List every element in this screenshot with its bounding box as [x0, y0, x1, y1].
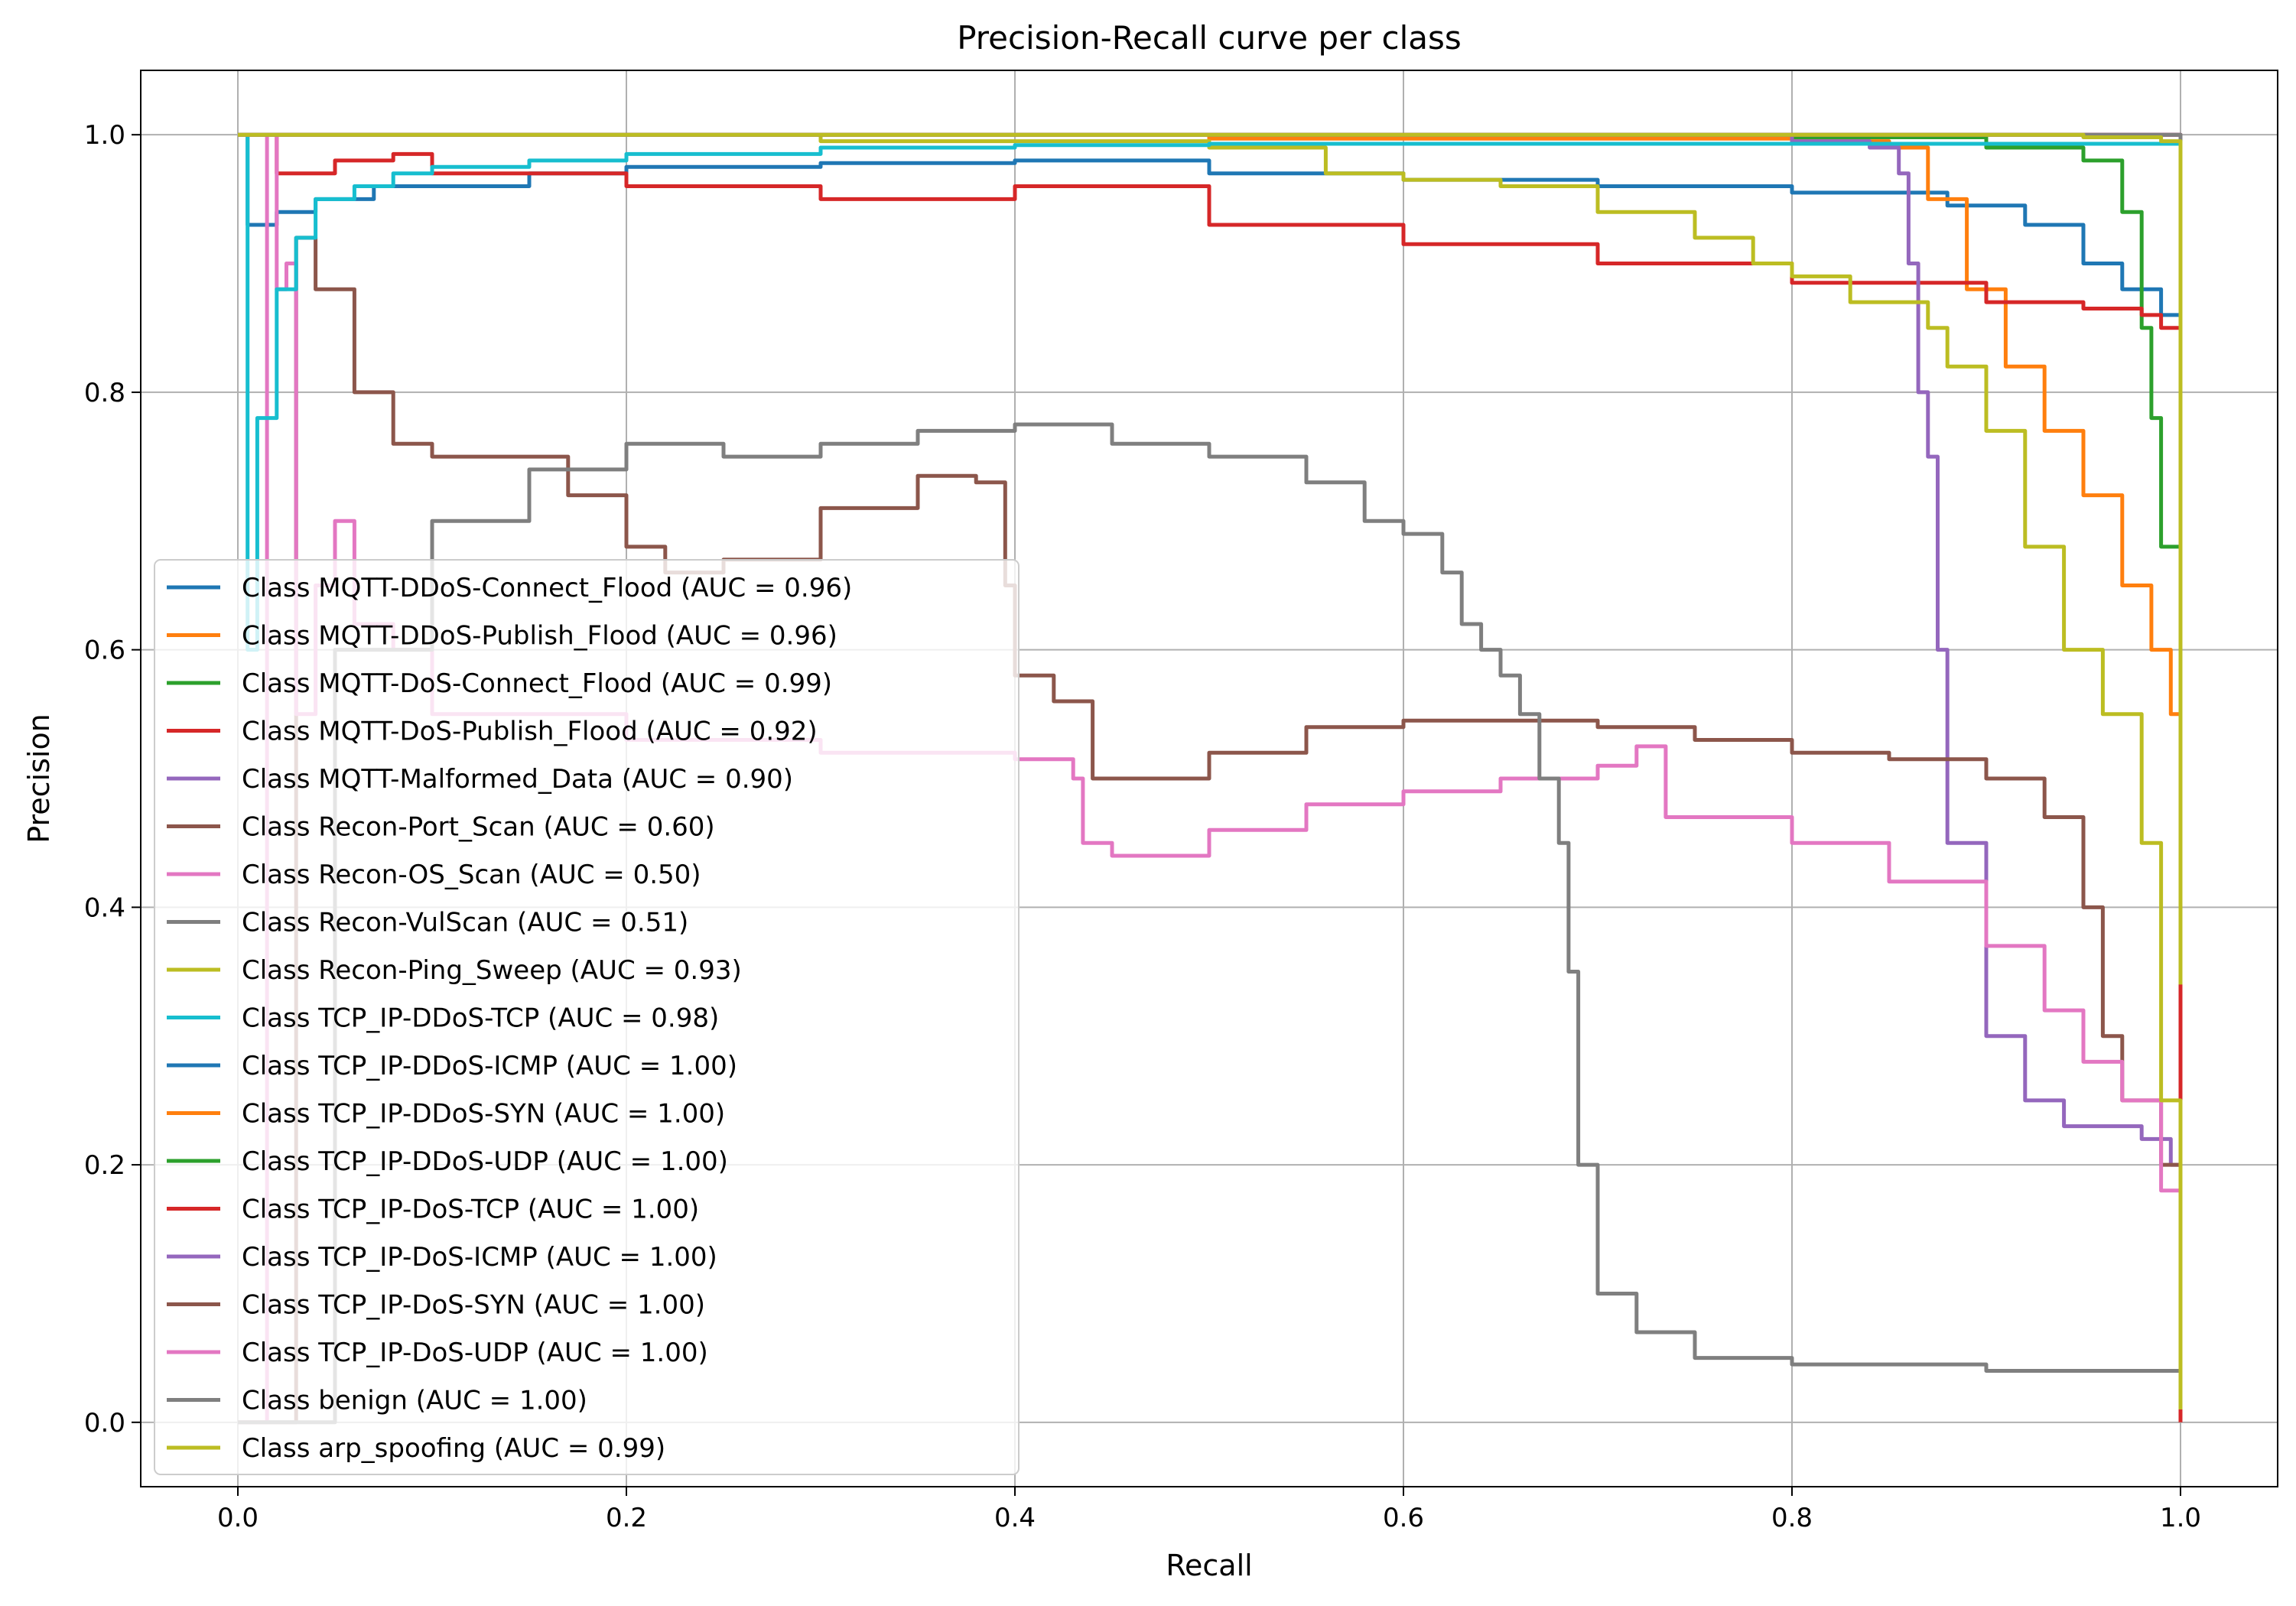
x-tick-label: 1.0: [2160, 1503, 2201, 1533]
x-axis-label: Recall: [1166, 1549, 1252, 1582]
legend-label: Class MQTT-DDoS-Connect_Flood (AUC = 0.9…: [242, 573, 852, 603]
x-tick-label: 0.2: [606, 1503, 647, 1533]
legend-label: Class MQTT-DoS-Connect_Flood (AUC = 0.99…: [242, 668, 832, 699]
y-tick-label: 0.8: [84, 378, 125, 408]
x-tick-label: 0.0: [217, 1503, 259, 1533]
legend-label: Class arp_spoofing (AUC = 0.99): [242, 1433, 665, 1464]
legend-label: Class TCP_IP-DDoS-SYN (AUC = 1.00): [242, 1099, 725, 1130]
series-line-3: [238, 132, 2183, 652]
legend-label: Class TCP_IP-DoS-UDP (AUC = 1.00): [242, 1338, 708, 1368]
legend-label: Class MQTT-DDoS-Publish_Flood (AUC = 0.9…: [242, 621, 837, 652]
y-tick-label: 0.6: [84, 636, 125, 666]
legend-label: Class TCP_IP-DoS-TCP (AUC = 1.00): [242, 1195, 699, 1225]
legend-label: Class Recon-Port_Scan (AUC = 0.60): [242, 812, 715, 843]
series-line-5: [238, 132, 2181, 1167]
y-tick-label: 0.0: [84, 1408, 125, 1439]
legend-label: Class MQTT-DoS-Publish_Flood (AUC = 0.92…: [242, 717, 818, 747]
legend-label: Class Recon-VulScan (AUC = 0.51): [242, 908, 688, 938]
legend: Class MQTT-DDoS-Connect_Flood (AUC = 0.9…: [154, 559, 1020, 1475]
legend-label: Class benign (AUC = 1.00): [242, 1386, 587, 1416]
series-line-19: [238, 132, 2183, 985]
chart-title: Precision-Recall curve per class: [957, 19, 1462, 57]
legend-label: Class TCP_IP-DDoS-ICMP (AUC = 1.00): [242, 1051, 737, 1081]
tick-layer: 0.0 0.2 0.4 0.6 0.8 1.0 0.0 0.2 0.4 0.6 0.8 1.0: [84, 120, 2201, 1533]
x-tick-label: 0.8: [1771, 1503, 1813, 1533]
series-line-9: [238, 132, 2183, 1409]
legend-label: Class TCP_IP-DDoS-TCP (AUC = 0.98): [242, 1003, 719, 1034]
legend-label: Class TCP_IP-DDoS-UDP (AUC = 1.00): [242, 1146, 728, 1177]
series-line-8: [238, 422, 2183, 1425]
legend-label: Class Recon-Ping_Sweep (AUC = 0.93): [242, 955, 742, 986]
y-axis-label: Precision: [22, 714, 56, 844]
series-line-4: [238, 132, 2183, 1422]
plot-frame: [140, 70, 2278, 1487]
y-tick-label: 0.4: [84, 892, 125, 923]
legend-label: Class Recon-OS_Scan (AUC = 0.50): [242, 860, 701, 890]
series-layer: [238, 132, 2183, 1425]
legend-box: [154, 559, 1020, 1475]
y-tick-label: 0.2: [84, 1150, 125, 1181]
x-tick-label: 0.6: [1383, 1503, 1424, 1533]
series-line-10: [238, 132, 2183, 652]
legend-label: Class TCP_IP-DoS-SYN (AUC = 1.00): [242, 1290, 705, 1321]
y-tick-label: 1.0: [84, 120, 125, 151]
legend-label: Class MQTT-Malformed_Data (AUC = 0.90): [242, 764, 793, 795]
x-tick-label: 0.4: [994, 1503, 1036, 1533]
series-line-6: [238, 236, 2183, 1425]
legend-label: Class TCP_IP-DoS-ICMP (AUC = 1.00): [242, 1242, 717, 1273]
